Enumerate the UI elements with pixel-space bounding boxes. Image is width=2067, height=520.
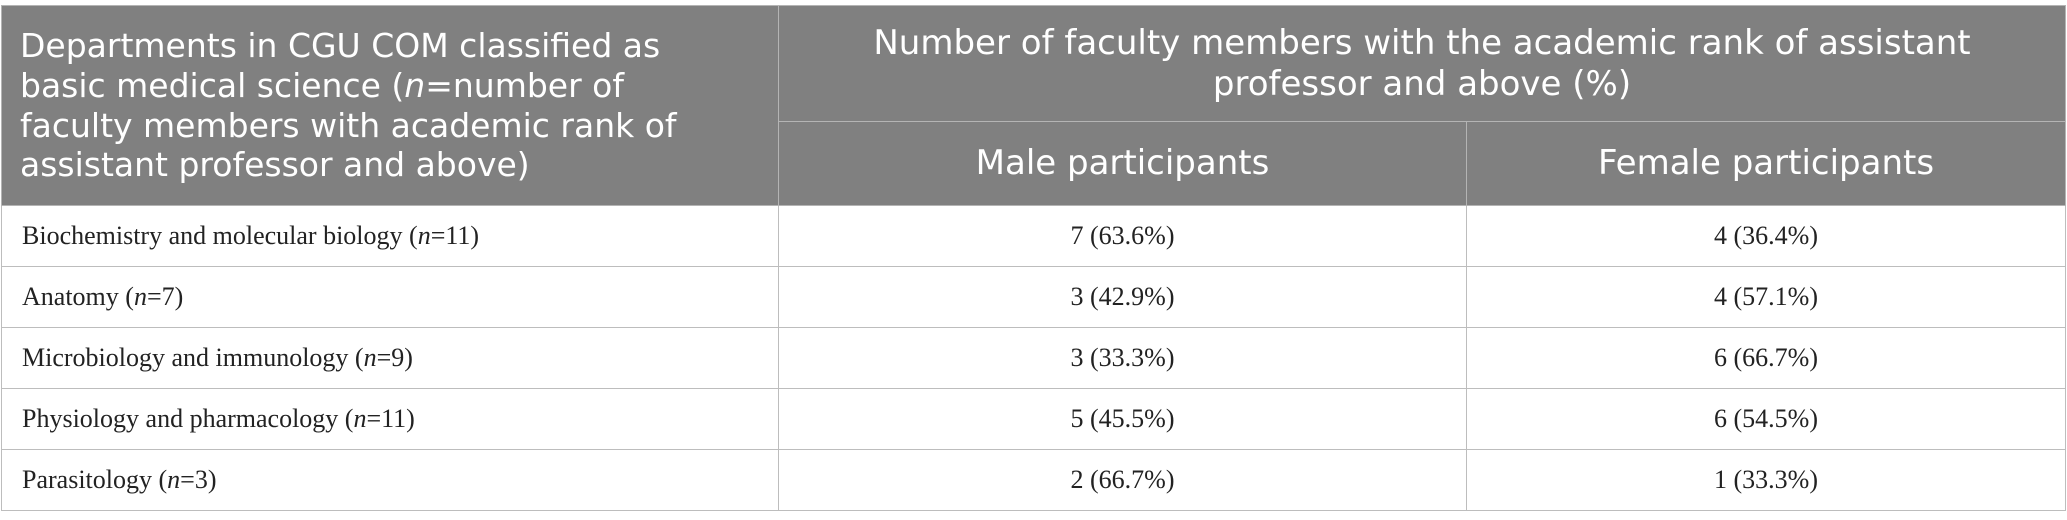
n-count: =11 <box>366 404 407 433</box>
department-cell: Microbiology and immunology (n=9) <box>1 327 779 389</box>
female-count-cell: 6 (66.7%) <box>1465 327 2067 389</box>
n-symbol: n <box>353 404 367 433</box>
n-count: =11 <box>430 221 471 250</box>
n-count: =7 <box>146 282 175 311</box>
department-name: Anatomy <box>22 282 119 311</box>
n-symbol: n <box>417 221 431 250</box>
table-row: Physiology and pharmacology (n=11) 5 (45… <box>1 388 2067 450</box>
male-count-cell: 2 (66.7%) <box>778 449 1467 511</box>
department-cell: Anatomy (n=7) <box>1 266 779 328</box>
table-row: Anatomy (n=7) 3 (42.9%) 4 (57.1%) <box>1 266 2067 328</box>
male-count-cell: 7 (63.6%) <box>778 205 1467 267</box>
department-header-text-end: =number of faculty members with academic… <box>20 65 677 185</box>
table-row: Parasitology (n=3) 2 (66.7%) 1 (33.3%) <box>1 449 2067 511</box>
header-row-sub: Male participants Female participants <box>2 121 2067 206</box>
table-row: Biochemistry and molecular biology (n=11… <box>1 205 2067 267</box>
table-header: Departments in CGU COM classified as bas… <box>1 5 2067 206</box>
female-count-cell: 6 (54.5%) <box>1465 388 2067 450</box>
department-header-n-symbol: n <box>404 65 426 105</box>
female-participants-header: Female participants <box>1465 121 2067 206</box>
faculty-rank-table: Departments in CGU COM classified as bas… <box>1 5 2067 511</box>
n-symbol: n <box>363 343 377 372</box>
n-count: =9 <box>376 343 405 372</box>
n-symbol: n <box>167 465 181 494</box>
department-cell: Physiology and pharmacology (n=11) <box>1 388 779 450</box>
department-name: Parasitology <box>22 465 152 494</box>
n-symbol: n <box>133 282 147 311</box>
department-name: Physiology and pharmacology <box>22 404 339 433</box>
male-count-cell: 3 (42.9%) <box>778 266 1467 328</box>
female-count-cell: 4 (57.1%) <box>1465 266 2067 328</box>
male-participants-header: Male participants <box>778 121 1467 206</box>
department-column-header: Departments in CGU COM classified as bas… <box>1 5 779 206</box>
male-count-cell: 5 (45.5%) <box>778 388 1467 450</box>
faculty-count-group-header: Number of faculty members with the acade… <box>777 5 2067 122</box>
department-name: Microbiology and immunology <box>22 343 349 372</box>
table-row: Microbiology and immunology (n=9) 3 (33.… <box>1 327 2067 389</box>
header-row-group: Departments in CGU COM classified as bas… <box>1 5 2067 206</box>
department-header-text-start: Departments in CGU COM classified as bas… <box>20 26 661 105</box>
n-count: =3 <box>180 465 208 494</box>
female-count-cell: 1 (33.3%) <box>1465 449 2067 511</box>
department-cell: Parasitology (n=3) <box>1 449 779 511</box>
department-cell: Biochemistry and molecular biology (n=11… <box>1 205 779 267</box>
department-name: Biochemistry and molecular biology <box>22 221 403 250</box>
table-body: Biochemistry and molecular biology (n=11… <box>1 205 2067 511</box>
female-count-cell: 4 (36.4%) <box>1465 205 2067 267</box>
male-count-cell: 3 (33.3%) <box>778 327 1467 389</box>
